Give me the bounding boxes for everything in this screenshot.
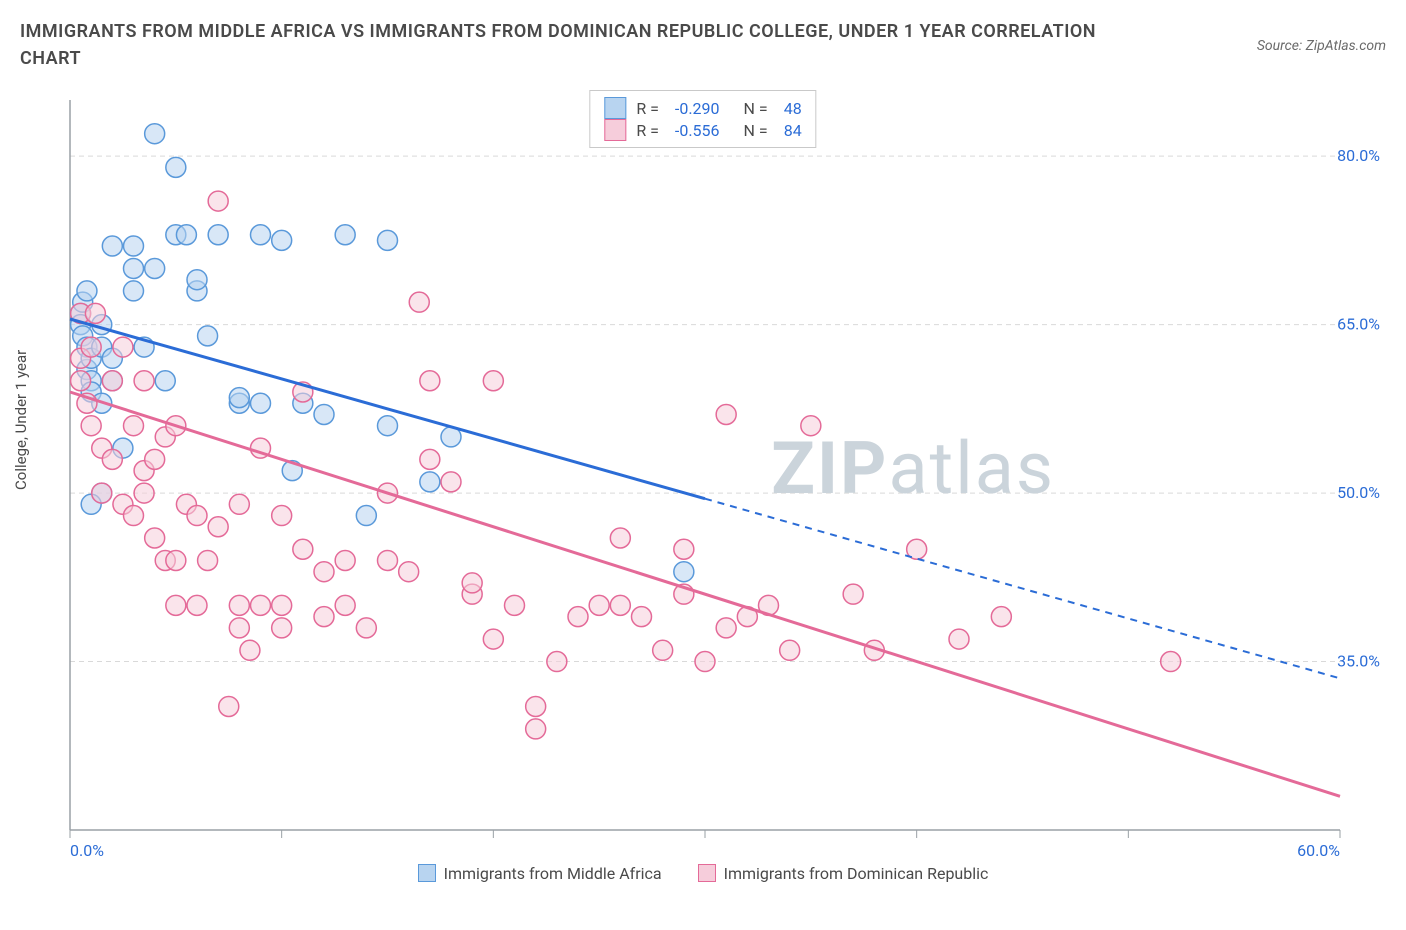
legend-r-label: R = bbox=[636, 121, 659, 140]
legend-label: Immigrants from Middle Africa bbox=[444, 864, 662, 883]
legend-label: Immigrants from Dominican Republic bbox=[724, 864, 989, 883]
legend-r-value: -0.556 bbox=[675, 121, 720, 140]
source-label: Source: ZipAtlas.com bbox=[1257, 38, 1386, 54]
legend-swatch bbox=[604, 119, 626, 141]
series-legend-item: Immigrants from Dominican Republic bbox=[698, 864, 989, 883]
legend-swatch bbox=[604, 97, 626, 119]
legend-r-value: -0.290 bbox=[675, 99, 720, 118]
svg-text:0.0%: 0.0% bbox=[70, 841, 104, 860]
y-axis-label: College, Under 1 year bbox=[12, 350, 30, 490]
series-legend: Immigrants from Middle Africa Immigrants … bbox=[20, 864, 1386, 887]
svg-text:35.0%: 35.0% bbox=[1337, 652, 1380, 671]
legend-row: R = -0.290 N = 48 bbox=[604, 97, 801, 119]
svg-text:65.0%: 65.0% bbox=[1337, 315, 1380, 334]
svg-text:50.0%: 50.0% bbox=[1337, 483, 1380, 502]
legend-n-value: 84 bbox=[784, 121, 802, 140]
chart-header: IMMIGRANTS FROM MIDDLE AFRICA VS IMMIGRA… bbox=[0, 0, 1406, 80]
chart-title: IMMIGRANTS FROM MIDDLE AFRICA VS IMMIGRA… bbox=[20, 18, 1120, 72]
series-legend-item: Immigrants from Middle Africa bbox=[418, 864, 662, 883]
chart-area: College, Under 1 year 35.0%50.0%65.0%80.… bbox=[20, 90, 1386, 890]
legend-r-label: R = bbox=[636, 99, 659, 118]
svg-text:80.0%: 80.0% bbox=[1337, 146, 1380, 165]
legend-swatch bbox=[418, 864, 436, 882]
legend-swatch bbox=[698, 864, 716, 882]
legend-n-label: N = bbox=[744, 121, 768, 140]
legend-n-value: 48 bbox=[784, 99, 802, 118]
legend-n-label: N = bbox=[744, 99, 768, 118]
correlation-legend: R = -0.290 N = 48 R = -0.556 N = 84 bbox=[589, 90, 816, 148]
scatter-plot: 35.0% 50.0% 65.0% 80.0% 0.0% 60.0% bbox=[20, 90, 1386, 890]
legend-row: R = -0.556 N = 84 bbox=[604, 119, 801, 141]
svg-text:60.0%: 60.0% bbox=[1297, 841, 1340, 860]
